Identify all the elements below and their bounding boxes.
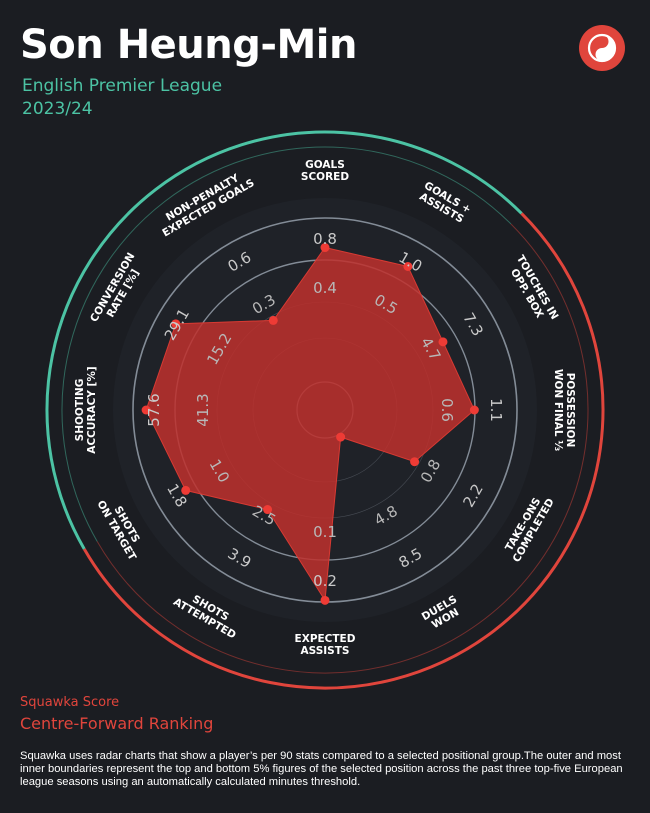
inner-ring-label-6: 0.1 <box>313 523 337 541</box>
outer-arc-teal-inner <box>61 146 512 542</box>
season: 2023/24 <box>22 99 93 119</box>
category-label-text-9: SHOOTINGACCURACY [%] <box>74 366 98 453</box>
ranking-label: Centre-Forward Ranking <box>20 714 214 733</box>
radar-point-6 <box>320 595 330 605</box>
outer-arc-red-inner <box>96 223 589 674</box>
radar-point-4 <box>410 457 420 467</box>
category-label-3: POSSESSIONWON FINAL ⅓ <box>552 369 576 451</box>
radar-point-3 <box>469 405 479 415</box>
outer-ring-label-9: 57.6 <box>145 393 163 426</box>
radar-point-8 <box>181 485 191 495</box>
outer-arc-red <box>82 212 605 690</box>
radar-point-11 <box>268 315 278 325</box>
radar-point-9 <box>141 405 151 415</box>
league-name: English Premier League <box>22 76 223 96</box>
category-label-6: EXPECTED ASSISTS <box>295 633 356 657</box>
player-name: Son Heung-Min <box>20 22 357 68</box>
inner-ring-label-0: 0.4 <box>313 279 337 297</box>
radar-point-10 <box>171 319 181 329</box>
outer-arc-teal <box>45 130 523 550</box>
category-label-text-3: POSSESSIONWON FINAL ⅓ <box>552 369 576 451</box>
radar-point-0 <box>320 243 330 253</box>
squawka-score-label: Squawka Score <box>20 695 120 710</box>
outer-ring-label-6: 0.2 <box>313 572 337 590</box>
category-label-text-5: DUELSWON <box>420 593 465 633</box>
radar-point-7 <box>263 505 273 515</box>
outer-ring-label-0: 0.8 <box>313 230 337 248</box>
inner-ring-label-9: 41.3 <box>194 393 212 426</box>
radar-point-1 <box>403 261 413 271</box>
category-label-5: DUELSWON <box>420 593 465 633</box>
category-label-9: SHOOTINGACCURACY [%] <box>74 366 98 453</box>
category-label-text-6: EXPECTED ASSISTS <box>295 633 356 657</box>
inner-ring-label-3: 0.6 <box>438 398 456 422</box>
radar-point-5 <box>336 432 346 442</box>
footnote: Squawka uses radar charts that show a pl… <box>20 750 623 788</box>
radar-point-2 <box>438 337 448 347</box>
category-label-0: GOALS SCORED <box>301 159 349 183</box>
outer-ring-label-3: 1.1 <box>487 398 505 422</box>
category-label-text-0: GOALS SCORED <box>301 159 349 183</box>
radar-polygon-layer <box>141 243 479 605</box>
squawka-logo-icon[interactable] <box>578 24 626 72</box>
